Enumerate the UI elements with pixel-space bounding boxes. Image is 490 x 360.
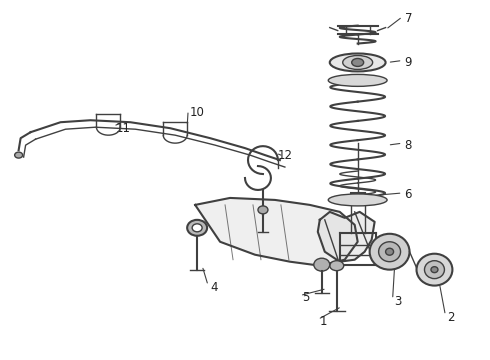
Text: 11: 11 <box>115 122 130 135</box>
Text: 6: 6 <box>405 188 412 202</box>
Ellipse shape <box>343 55 372 69</box>
Ellipse shape <box>416 254 452 285</box>
Ellipse shape <box>431 267 438 273</box>
Ellipse shape <box>330 54 386 71</box>
Text: 1: 1 <box>320 315 327 328</box>
Ellipse shape <box>192 224 202 232</box>
Ellipse shape <box>328 75 387 86</box>
Ellipse shape <box>379 242 400 262</box>
Text: 7: 7 <box>405 12 412 25</box>
Ellipse shape <box>314 258 330 271</box>
Text: 4: 4 <box>210 281 218 294</box>
Text: 2: 2 <box>447 311 455 324</box>
Ellipse shape <box>424 261 444 279</box>
Ellipse shape <box>330 261 343 271</box>
Text: 12: 12 <box>278 149 293 162</box>
Ellipse shape <box>15 152 23 158</box>
Polygon shape <box>195 198 358 266</box>
Ellipse shape <box>386 248 393 255</box>
Text: 5: 5 <box>302 291 309 304</box>
Text: 8: 8 <box>405 139 412 152</box>
Ellipse shape <box>369 234 410 270</box>
Text: 10: 10 <box>190 106 205 119</box>
Text: 9: 9 <box>405 56 412 69</box>
Polygon shape <box>318 212 375 262</box>
Ellipse shape <box>352 58 364 67</box>
Ellipse shape <box>187 220 207 236</box>
Ellipse shape <box>258 206 268 214</box>
Ellipse shape <box>328 194 387 206</box>
Text: 3: 3 <box>394 295 402 308</box>
